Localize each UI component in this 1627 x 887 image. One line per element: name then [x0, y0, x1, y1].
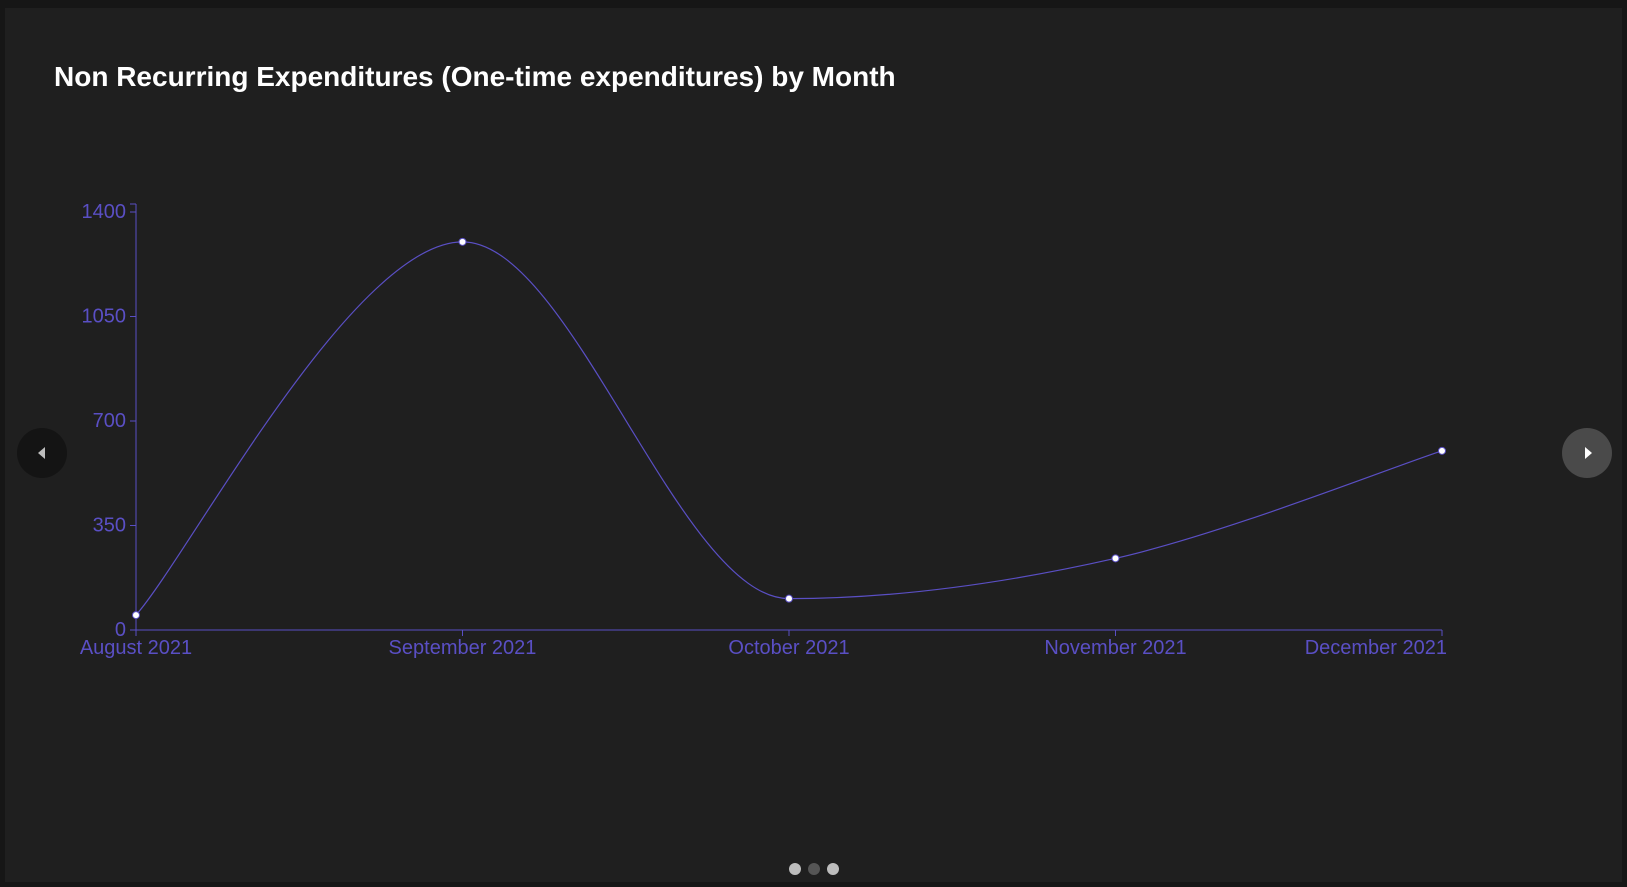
chevron-left-icon — [37, 447, 45, 459]
data-point — [1438, 446, 1446, 455]
y-tick-label: 1050 — [82, 306, 127, 328]
carousel-dot-2[interactable] — [808, 863, 820, 875]
carousel-dot-1[interactable] — [789, 863, 801, 875]
chart-card: Non Recurring Expenditures (One-time exp… — [5, 8, 1622, 882]
data-point — [785, 594, 793, 603]
data-point — [1111, 554, 1120, 563]
next-slide-button[interactable] — [1562, 428, 1612, 478]
carousel-dot-3[interactable] — [827, 863, 839, 875]
y-tick-label: 0 — [115, 619, 126, 641]
y-tick-label: 350 — [93, 515, 126, 537]
chevron-right-icon — [1584, 447, 1592, 459]
y-tick-label: 1400 — [82, 201, 127, 223]
line-chart: 0 350 700 1050 1400 August 2021 September 2021… — [80, 201, 1447, 659]
chart-title: Non Recurring Expenditures (One-time exp… — [54, 61, 896, 92]
x-tick-label: December 2021 — [1305, 637, 1447, 659]
y-tick-label: 700 — [93, 410, 126, 432]
carousel-indicators — [789, 863, 839, 875]
x-tick-label: November 2021 — [1044, 637, 1186, 659]
x-tick-label: October 2021 — [728, 637, 849, 659]
data-point — [458, 237, 467, 246]
x-tick-label: September 2021 — [389, 637, 537, 659]
series-line — [135, 241, 1443, 616]
x-tick-label: August 2021 — [80, 637, 192, 659]
previous-slide-button[interactable] — [17, 428, 67, 478]
data-point — [132, 611, 140, 620]
